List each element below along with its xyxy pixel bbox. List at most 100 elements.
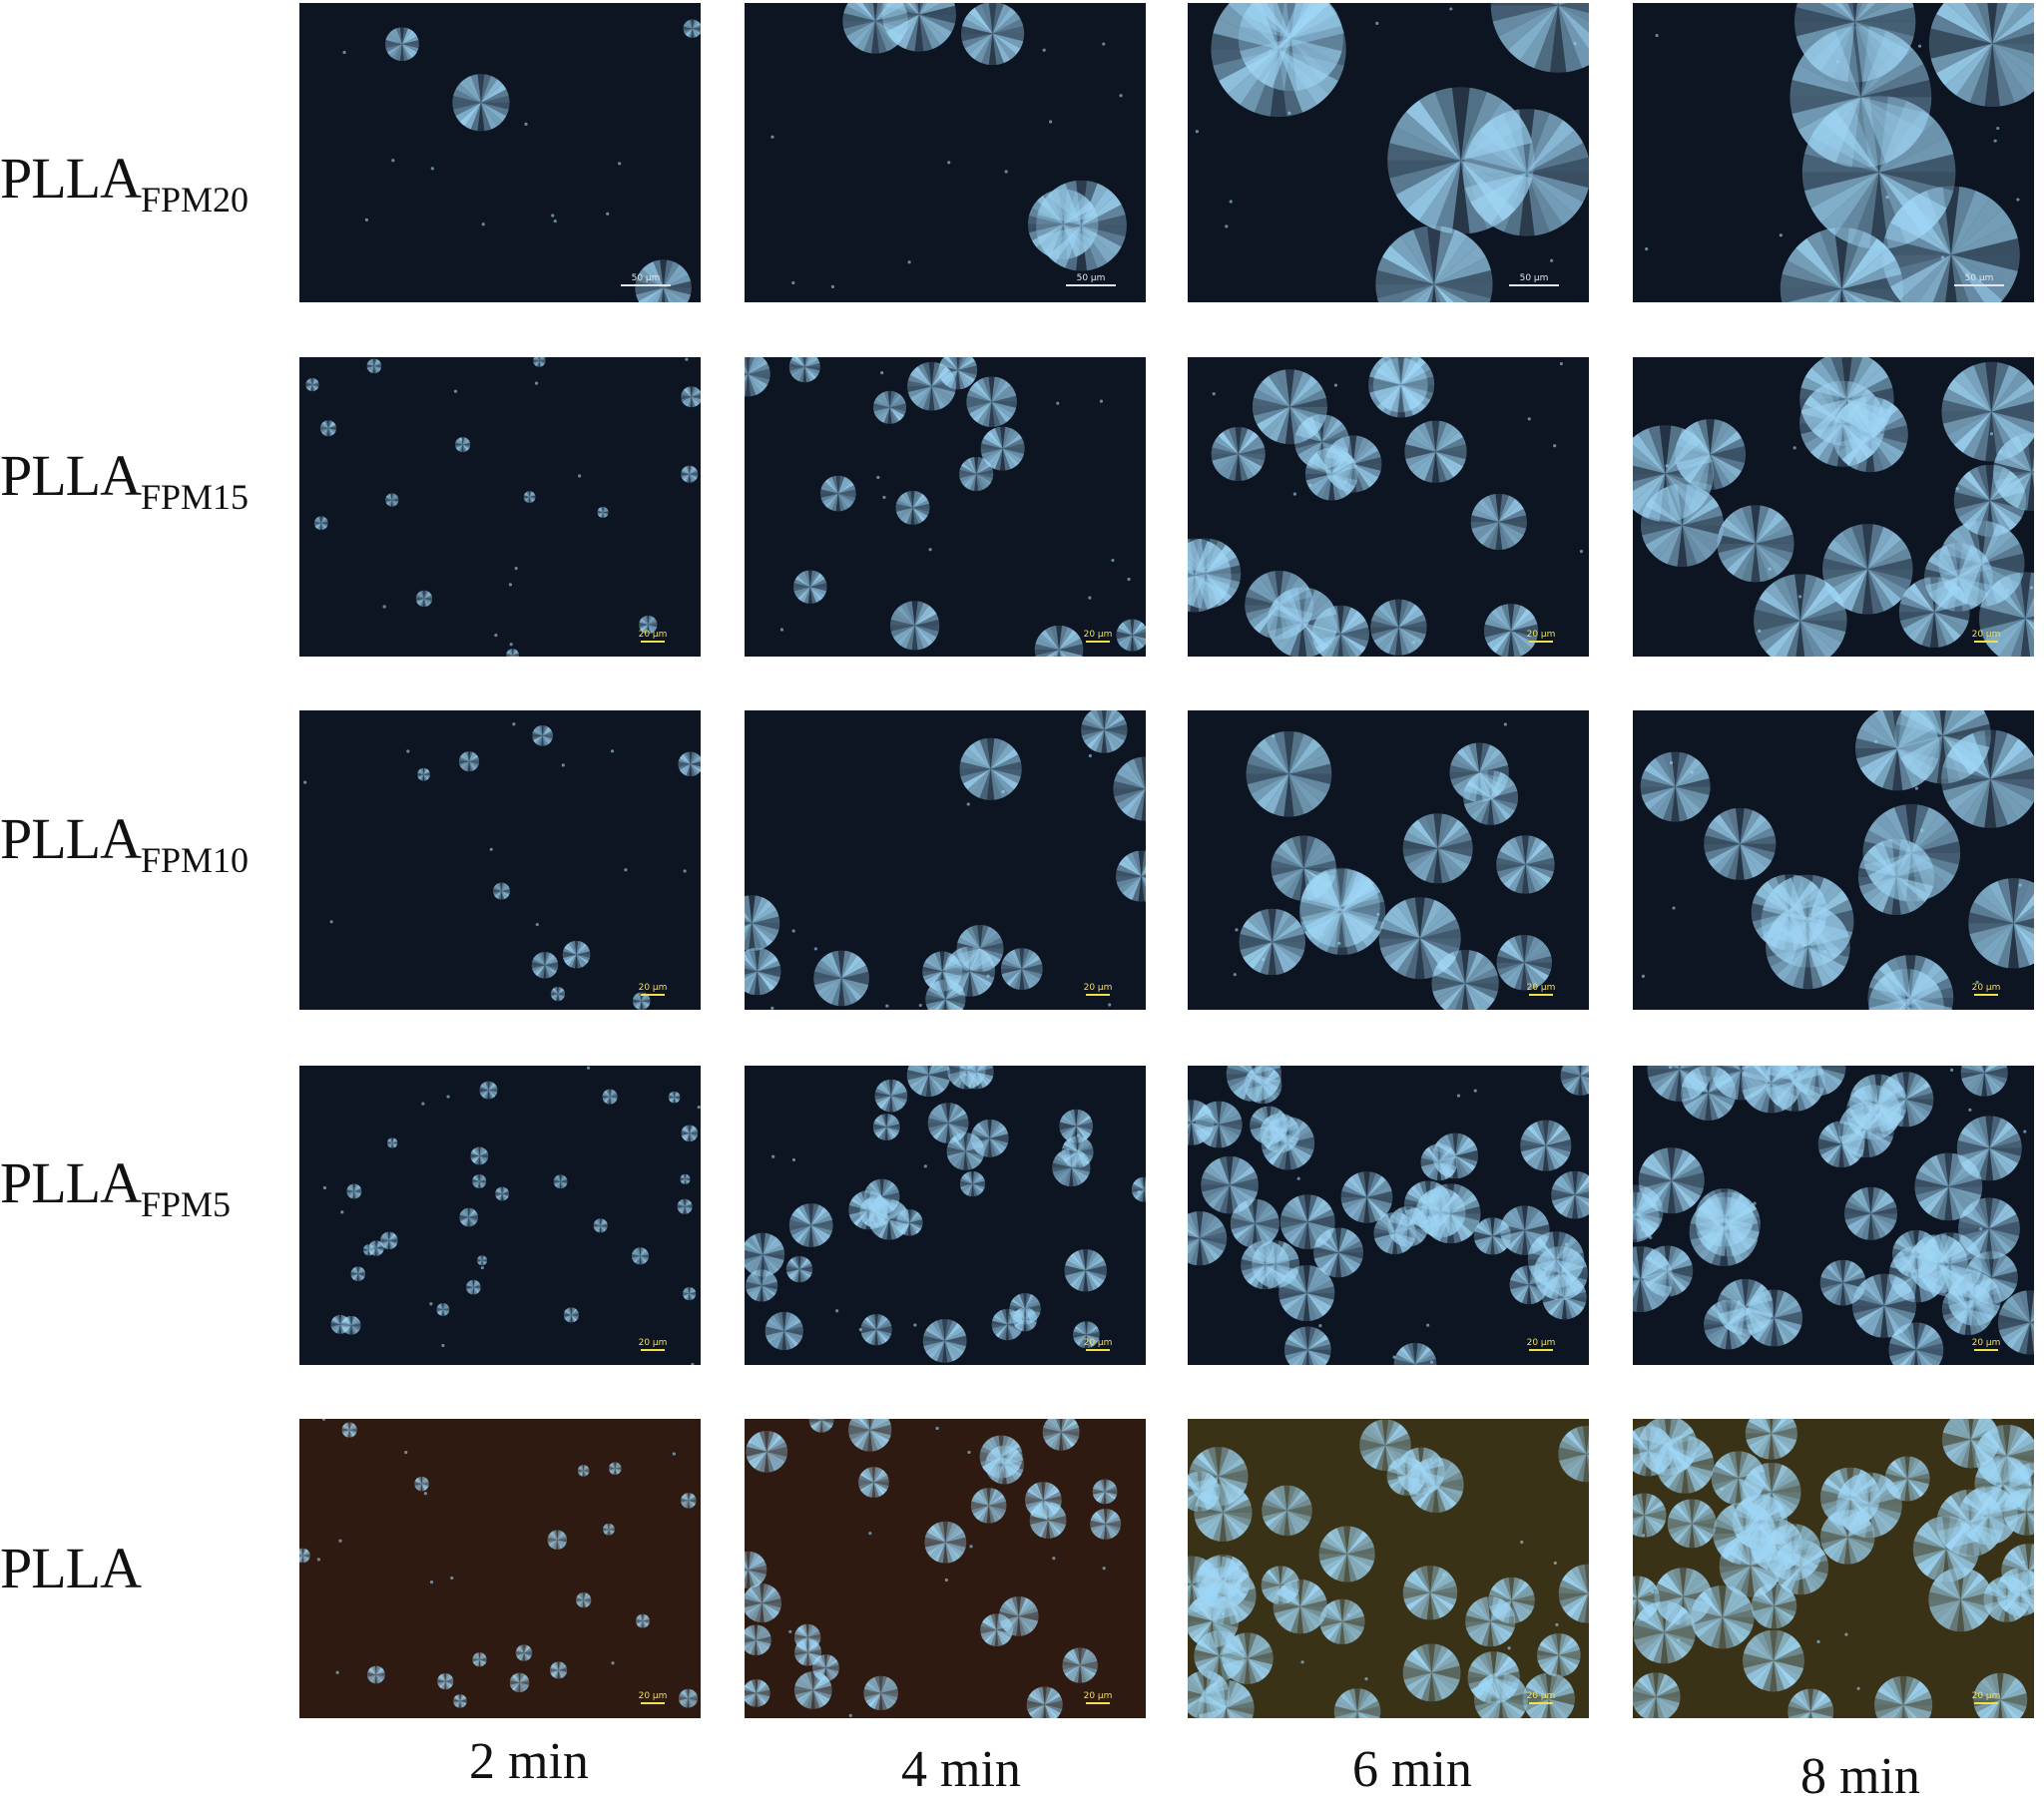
spherulite [970,1488,1007,1524]
spherulite [1928,3,2034,108]
row-label-fpm15: PLLAFPM15 [0,447,289,516]
nucleus-speck [788,1629,792,1633]
spherulite [299,1548,310,1564]
spherulite [944,946,996,997]
nucleus-speck [1346,1613,1351,1617]
spherulite [453,1694,467,1708]
scale-bar [1086,994,1110,996]
spherulite [1761,874,1854,968]
spherulite [745,1232,785,1277]
nucleus-speck [1720,1487,1724,1491]
spherulite [1402,813,1473,884]
spherulite [1250,1106,1288,1144]
spherulite [1052,1147,1091,1187]
spherulite [531,951,559,979]
spherulite [745,947,781,996]
spherulite [1378,897,1461,980]
spherulite [495,1186,510,1201]
spherulite [679,1688,698,1708]
nucleus-speck [2023,1129,2027,1133]
nucleus-speck [481,223,485,226]
nucleus-speck [509,643,513,647]
spherulite [1754,574,1847,657]
spherulite [341,1315,361,1335]
spherulite [384,27,419,62]
scale-bar-label: 50 μm [1520,273,1549,283]
spherulite [436,1303,450,1316]
nucleus-speck [1229,200,1233,204]
spherulite [1467,1651,1520,1704]
nucleus-speck [1779,233,1783,237]
spherulite [745,1679,770,1707]
spherulite [386,1137,398,1148]
micrograph-fpm20-col3: 50 μm [1188,3,1589,302]
nucleus-speck [966,802,970,806]
spherulite [961,3,1025,66]
spherulite [550,1661,568,1679]
nucleus-speck [1975,980,1979,984]
spherulite [515,1644,533,1661]
scale-bar-label: 20 μm [1972,983,2001,993]
spherulite [1995,1568,2034,1616]
scale-bar-label: 20 μm [639,1338,668,1348]
spherulite [1819,1259,1866,1306]
spherulite [1953,464,2026,537]
row-label-fpm20: PLLAFPM20 [0,150,289,219]
row-label-plla: PLLA [0,1540,289,1597]
nucleus-speck [441,1343,445,1348]
nucleus-speck [1212,392,1216,396]
micrograph-image: 50 μm [745,3,1146,302]
nucleus-speck [691,1362,695,1365]
spherulite [1241,1240,1290,1290]
spherulite [1741,1066,1802,1114]
scale-bar [1974,641,1998,643]
spherulite [681,1493,697,1509]
nucleus-speck [1553,1561,1557,1566]
spherulite [1059,1109,1094,1143]
nucleus-speck [1137,1190,1141,1194]
nucleus-speck [1998,450,2003,454]
nucleus-speck [1500,197,1504,201]
spherulite [1884,1456,1930,1502]
micrograph-image: 20 μm [299,1066,701,1365]
nucleus-speck [1980,1516,1985,1520]
spherulite [1867,955,1954,1010]
spherulite [1633,1246,1674,1313]
nucleus-speck [1042,48,1046,52]
nucleus-speck [421,1102,425,1106]
spherulite [745,1624,771,1656]
spherulite [745,357,770,397]
nucleus-speck [610,749,615,753]
spherulite [966,376,1017,428]
scale-bar-label: 20 μm [639,630,668,640]
spherulite [860,1313,892,1346]
column-label-6min: 6 min [1352,1741,1472,1798]
nucleus-speck [1993,139,1997,143]
spherulite [1370,599,1427,657]
micrograph-image: 20 μm [299,710,701,1010]
nucleus-speck [1758,629,1762,633]
nucleus-speck [1579,549,1584,554]
nucleus-speck [1641,974,1646,978]
nucleus-speck [1088,596,1092,600]
spherulite [1958,1197,2020,1260]
spherulite [1941,1282,1995,1336]
row-label-base: PLLA [0,806,142,871]
row-label-sub: FPM10 [141,840,250,880]
spherulite [808,1419,834,1433]
nucleus-speck [606,212,610,216]
spherulite [562,940,591,969]
spherulite [1633,1493,1667,1538]
nucleus-speck [1001,789,1005,794]
scale-bar-label: 20 μm [1084,630,1113,640]
spherulite [1764,1524,1822,1581]
nucleus-speck [618,162,622,166]
spherulite [1319,1598,1365,1644]
spherulite [1024,1482,1062,1519]
micrograph-fpm20-col4: 50 μm [1633,3,2034,302]
spherulite [313,516,328,531]
spherulite [415,590,433,608]
spherulite [863,1675,898,1711]
spherulite [1968,877,2034,969]
nucleus-speck [1520,1540,1524,1545]
